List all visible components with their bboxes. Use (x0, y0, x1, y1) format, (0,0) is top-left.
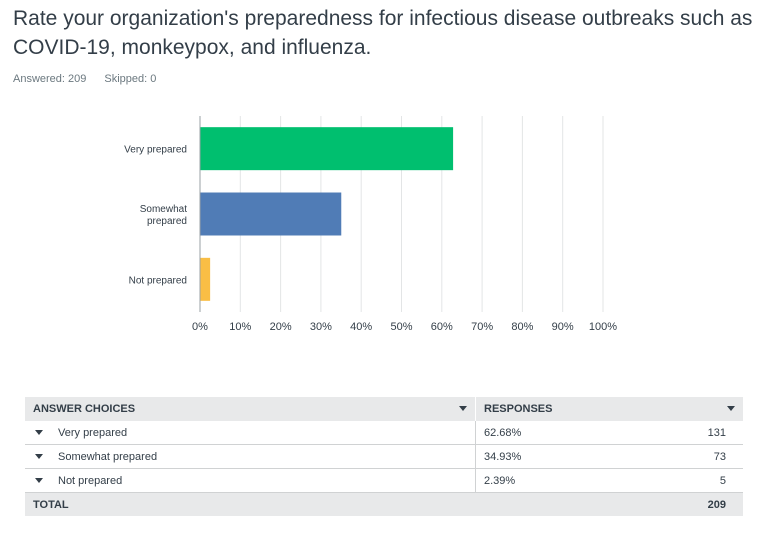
x-tick-label: 80% (511, 321, 533, 333)
answered-count: Answered: 209 (13, 73, 87, 85)
expand-caret-icon[interactable] (35, 477, 43, 483)
x-tick-label: 50% (390, 321, 412, 333)
expand-caret-icon[interactable] (35, 429, 43, 435)
sort-arrow-icon[interactable] (727, 406, 735, 411)
responses-header-label: RESPONSES (484, 403, 553, 415)
answer-choices-header-label: ANSWER CHOICES (33, 403, 136, 415)
choice-label: Very prepared (58, 426, 128, 439)
bar (200, 127, 454, 171)
answer-choices-header[interactable]: ANSWER CHOICES (25, 397, 476, 421)
response-count: 73 (672, 444, 743, 469)
responses-header[interactable]: RESPONSES (475, 397, 743, 421)
bar (200, 257, 211, 301)
category-label: Not prepared (129, 275, 187, 286)
category-label: Very prepared (124, 145, 187, 156)
response-count: 131 (672, 421, 743, 445)
response-stats: Answered: 209 Skipped: 0 (13, 73, 156, 85)
table-row: Somewhat prepared 34.93% 73 (25, 444, 743, 469)
category-label: Somewhat (140, 204, 187, 215)
x-tick-label: 40% (350, 321, 372, 333)
response-percent: 34.93% (475, 444, 672, 469)
total-label: TOTAL (25, 492, 476, 516)
response-percent: 62.68% (475, 421, 672, 445)
skipped-count: Skipped: 0 (104, 73, 157, 85)
table-row: Very prepared 62.68% 131 (25, 421, 743, 445)
question-title: Rate your organization's preparedness fo… (13, 7, 753, 59)
sort-arrow-icon[interactable] (459, 406, 467, 411)
expand-caret-icon[interactable] (35, 453, 43, 459)
choice-label: Not prepared (58, 474, 123, 487)
choice-label: Somewhat prepared (58, 450, 158, 463)
table-header-row: ANSWER CHOICES RESPONSES (25, 397, 743, 421)
total-row: TOTAL 209 (25, 492, 743, 516)
answer-table: ANSWER CHOICES RESPONSES Very prepared 6… (25, 397, 743, 516)
x-tick-label: 20% (270, 321, 292, 333)
x-tick-label: 0% (192, 321, 208, 333)
x-tick-label: 30% (310, 321, 332, 333)
table-row: Not prepared 2.39% 5 (25, 468, 743, 493)
x-tick-label: 100% (589, 321, 617, 333)
response-percent: 2.39% (475, 468, 672, 493)
x-tick-label: 60% (431, 321, 453, 333)
category-label: prepared (147, 216, 187, 227)
total-count: 209 (672, 492, 743, 516)
x-tick-label: 10% (229, 321, 251, 333)
bar-chart: 0% 10% 20% 30% 40% 50% 60% 70% 80% 90% 100% Very pr… (124, 116, 617, 333)
response-count: 5 (672, 468, 743, 493)
bar (200, 192, 342, 236)
x-tick-label: 70% (471, 321, 493, 333)
x-tick-label: 90% (552, 321, 574, 333)
